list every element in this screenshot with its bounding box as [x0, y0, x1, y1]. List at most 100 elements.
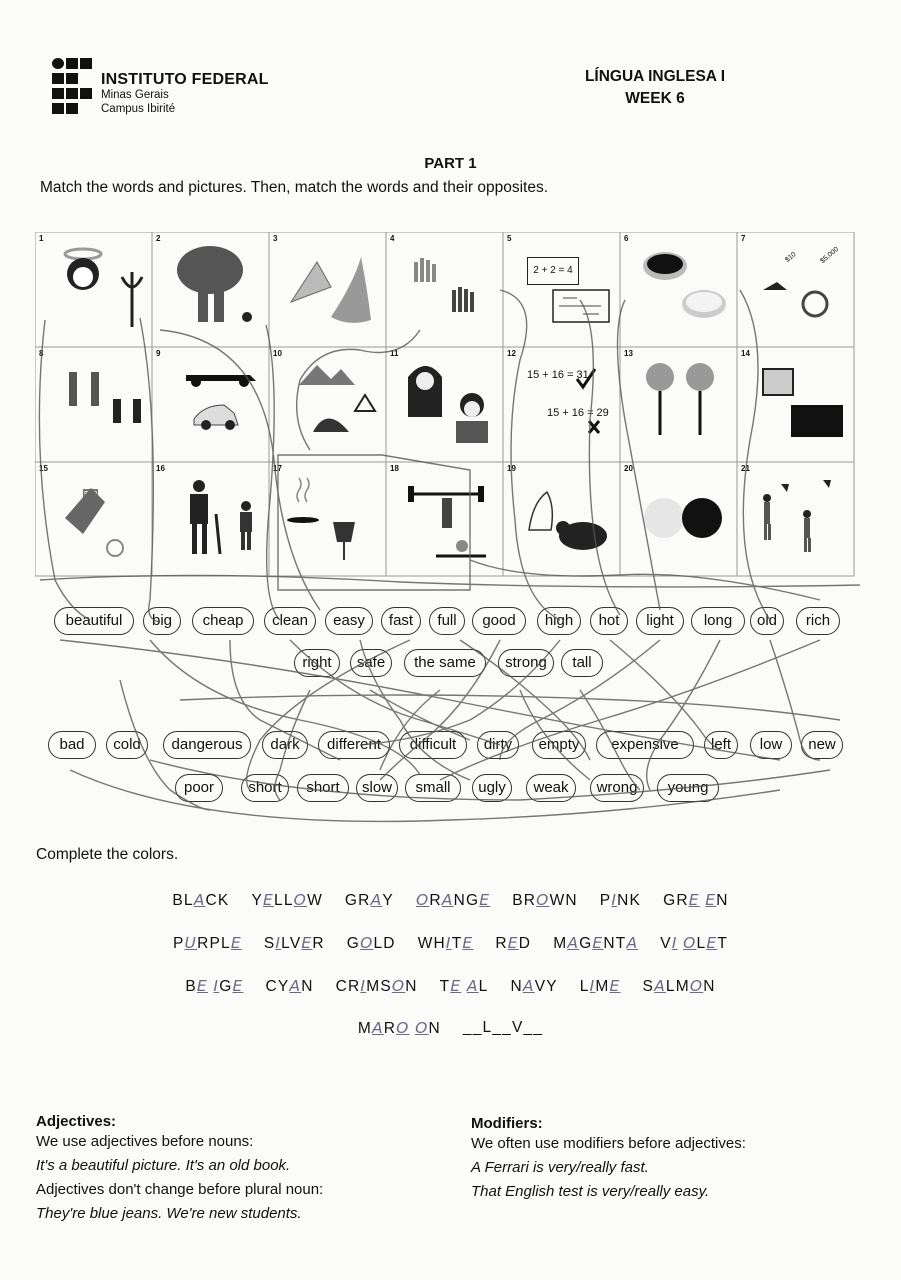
word-pill-small[interactable]: small — [405, 774, 461, 802]
color-word-blank[interactable]: LIME — [580, 977, 621, 996]
printed-letters: BL — [172, 892, 194, 909]
picture-4[interactable]: 4 — [386, 232, 503, 347]
word-pill-slow[interactable]: slow — [356, 774, 398, 802]
picture-1[interactable]: 1 — [35, 232, 152, 347]
color-word-blank[interactable]: TE AL — [440, 977, 489, 996]
color-word-blank[interactable]: SALMON — [643, 977, 716, 996]
color-word-blank[interactable]: PURPLE — [173, 934, 242, 953]
color-word-blank[interactable]: __L__V__ — [463, 1019, 543, 1038]
picture-15[interactable]: 15 $50 — [35, 462, 152, 577]
handwritten-letter: I — [611, 891, 618, 909]
word-pill-dangerous[interactable]: dangerous — [163, 731, 251, 759]
picture-14[interactable]: 14 — [737, 347, 854, 462]
color-word-blank[interactable]: CYAN — [265, 977, 313, 996]
color-word-blank[interactable]: MARO ON — [358, 1019, 441, 1038]
picture-6[interactable]: 6 — [620, 232, 737, 347]
word-pill-tall[interactable]: tall — [561, 649, 603, 677]
color-word-blank[interactable]: BE IGE — [185, 977, 243, 996]
word-pill-dirty[interactable]: dirty — [477, 731, 519, 759]
word-pill-cheap[interactable]: cheap — [192, 607, 254, 635]
picture-10[interactable]: 10 — [269, 347, 386, 462]
word-pill-rich[interactable]: rich — [796, 607, 840, 635]
word-pill-good[interactable]: good — [472, 607, 526, 635]
word-pill-difficult[interactable]: difficult — [399, 731, 467, 759]
word-pill-beautiful[interactable]: beautiful — [54, 607, 134, 635]
word-pill-clean[interactable]: clean — [264, 607, 316, 635]
picture-9[interactable]: 9 — [152, 347, 269, 462]
tall-short-people-icon — [69, 372, 141, 423]
color-word-blank[interactable]: RED — [495, 934, 531, 953]
word-pill-poor[interactable]: poor — [175, 774, 223, 802]
word-pill-full[interactable]: full — [429, 607, 465, 635]
color-word-blank[interactable]: MAGENTA — [553, 934, 638, 953]
word-pill-light[interactable]: light — [636, 607, 684, 635]
picture-21[interactable]: 21 — [737, 462, 854, 577]
color-word-blank[interactable]: NAVY — [511, 977, 558, 996]
word-pill-the-same[interactable]: the same — [404, 649, 486, 677]
word-pill-different[interactable]: different — [318, 731, 390, 759]
word-pill-left[interactable]: left — [704, 731, 738, 759]
picture-12[interactable]: 12 15 + 16 = 31 15 + 16 = 29 — [503, 347, 620, 462]
picture-5[interactable]: 5 2 + 2 = 4 — [503, 232, 620, 347]
picture-13[interactable]: 13 — [620, 347, 737, 462]
part-title: PART 1 — [424, 155, 477, 172]
handwritten-letter: O — [415, 891, 430, 909]
color-word-blank[interactable]: CRIMSON — [336, 977, 418, 996]
word-pill-short[interactable]: short — [241, 774, 289, 802]
handwritten-letter: O — [360, 934, 374, 952]
word-pill-empty[interactable]: empty — [532, 731, 586, 759]
printed-letters: P — [172, 935, 185, 952]
picture-11[interactable]: 11 — [386, 347, 503, 462]
color-word-blank[interactable]: BLACK — [172, 891, 229, 910]
color-word-blank[interactable]: GOLD — [347, 934, 396, 953]
picture-3[interactable]: 3 — [269, 232, 386, 347]
word-pill-expensive[interactable]: expensive — [596, 731, 694, 759]
word-pill-strong[interactable]: strong — [498, 649, 554, 677]
handwritten-letter: O — [536, 891, 550, 909]
word-pill-low[interactable]: low — [750, 731, 792, 759]
color-word-blank[interactable]: SILVER — [264, 934, 325, 953]
word-pill-weak[interactable]: weak — [526, 774, 576, 802]
dirty-clean-hands-icon — [414, 258, 474, 312]
word-pill-big[interactable]: big — [143, 607, 181, 635]
color-word-blank[interactable]: GRAY — [345, 891, 394, 910]
word-pill-dark[interactable]: dark — [262, 731, 308, 759]
word-pill-high[interactable]: high — [537, 607, 581, 635]
word-pill-easy[interactable]: easy — [325, 607, 373, 635]
word-pill-wrong[interactable]: wrong — [590, 774, 644, 802]
word-pill-cold[interactable]: cold — [106, 731, 148, 759]
handwritten-letter: I — [445, 934, 452, 952]
printed-letters: GR — [663, 892, 689, 909]
word-pill-bad[interactable]: bad — [48, 731, 96, 759]
picture-number: 19 — [507, 464, 516, 473]
word-pill-hot[interactable]: hot — [590, 607, 628, 635]
word-pill-safe[interactable]: safe — [350, 649, 392, 677]
picture-7[interactable]: 7 $10 $5,000 — [737, 232, 854, 347]
handwritten-letter: A — [370, 891, 383, 909]
color-word-blank[interactable]: WHITE — [418, 934, 474, 953]
color-word-blank[interactable]: ORANGE — [416, 891, 490, 910]
color-word-blank[interactable]: YELLOW — [251, 891, 322, 910]
picture-18[interactable]: 18 — [386, 462, 503, 577]
word-pill-young[interactable]: young — [657, 774, 719, 802]
word-pill-right[interactable]: right — [294, 649, 340, 677]
word-pill-old[interactable]: old — [750, 607, 784, 635]
color-word-blank[interactable]: VI OLET — [660, 934, 728, 953]
picture-17[interactable]: 17 — [269, 462, 386, 577]
printed-letters: L — [579, 978, 590, 995]
word-pill-short[interactable]: short — [297, 774, 349, 802]
picture-19[interactable]: 19 — [503, 462, 620, 577]
full-empty-cup-icon — [643, 252, 726, 318]
picture-8[interactable]: 8 — [35, 347, 152, 462]
color-word-blank[interactable]: BROWN — [512, 891, 578, 910]
word-pill-fast[interactable]: fast — [381, 607, 421, 635]
picture-2[interactable]: 2 — [152, 232, 269, 347]
word-pill-long[interactable]: long — [691, 607, 745, 635]
picture-20[interactable]: 20 — [620, 462, 737, 577]
word-pill-new[interactable]: new — [801, 731, 843, 759]
color-word-blank[interactable]: PINK — [600, 891, 641, 910]
color-word-blank[interactable]: GRE EN — [663, 891, 729, 910]
picture-16[interactable]: 16 — [152, 462, 269, 577]
word-pill-ugly[interactable]: ugly — [472, 774, 512, 802]
